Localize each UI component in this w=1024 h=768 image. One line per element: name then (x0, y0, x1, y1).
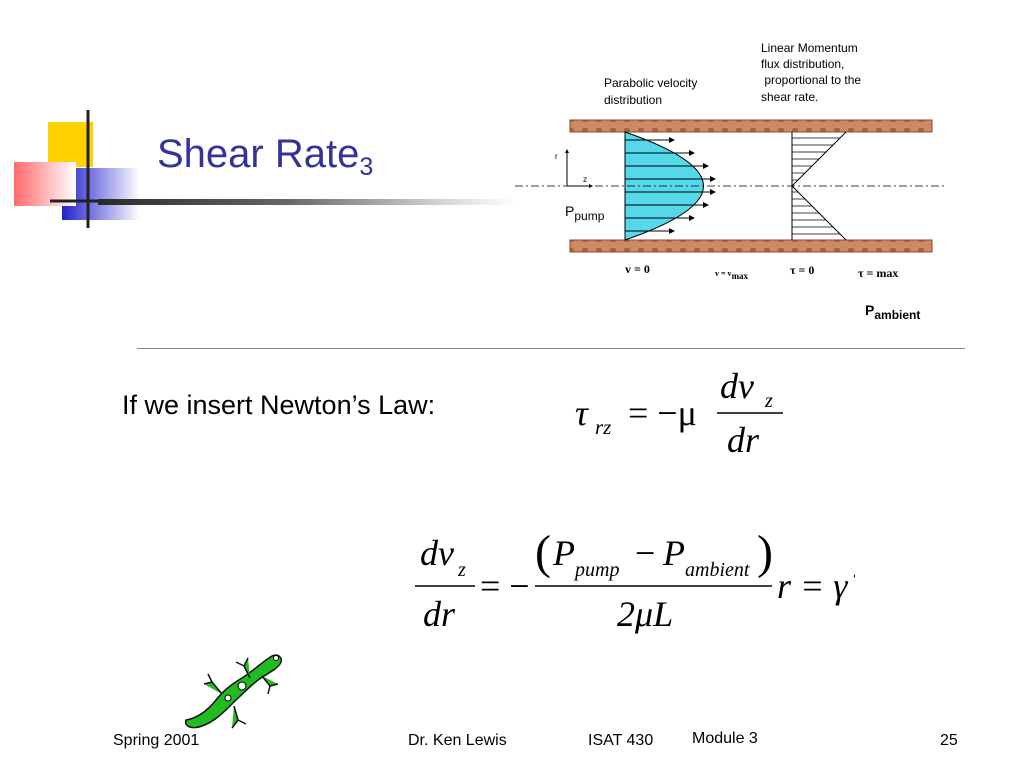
eq1-tau-sub: rz (595, 415, 611, 439)
flux-lines (792, 137, 840, 235)
p-pump-label: Ppump (565, 203, 605, 223)
gecko-spot-1 (237, 681, 247, 691)
eq2-open-paren: ( (535, 526, 551, 579)
logo-yellow-square (48, 122, 93, 167)
v-max-label: v = vmax (715, 269, 749, 281)
gecko-eye (273, 655, 279, 661)
gecko-spot-2 (224, 694, 232, 702)
eq2-close-paren: ) (757, 526, 773, 579)
section-divider (137, 348, 965, 349)
eq2-p-ambient-sub: ambient (685, 559, 750, 581)
eq1-denominator: dr (727, 420, 760, 460)
v-zero-label: v = 0 (625, 262, 650, 276)
eq2-tail: r = γ̇ (777, 566, 855, 606)
slide-title-subscript: 3 (359, 153, 374, 181)
label-momentum-2: flux distribution, (761, 57, 844, 71)
gecko-icon (185, 654, 283, 729)
footer-author: Dr. Ken Lewis (408, 732, 507, 749)
title-logo (14, 110, 140, 228)
label-momentum-4: shear rate. (761, 90, 818, 104)
label-momentum-3: proportional to the (761, 73, 861, 87)
eq2-p-pump-sub: pump (573, 559, 619, 581)
newton-law-equation: τ rz = −μ dv z dr (575, 366, 783, 460)
title-underline (98, 199, 518, 205)
eq2-denominator-2: 2μL (617, 594, 673, 634)
eq2-numerator-sub: z (457, 559, 466, 581)
body-text: If we insert Newton’s Law: (122, 390, 436, 420)
label-parabolic-1: Parabolic velocity (604, 76, 697, 90)
eq2-p-ambient: P (662, 533, 685, 573)
tau-max-label: τ = max (858, 266, 898, 280)
eq2-numerator: dv (420, 533, 454, 573)
logo-red-square (14, 162, 76, 206)
flux-profile (791, 131, 847, 241)
eq2-equals-minus: = − (480, 566, 530, 606)
footer-course: ISAT 430 (588, 732, 654, 749)
tau-zero-label: τ = 0 (790, 263, 814, 277)
footer-page-number: 25 (940, 732, 958, 749)
pipe-top-wall (569, 119, 933, 133)
eq1-tau: τ (575, 393, 589, 433)
label-parabolic-2: distribution (604, 93, 662, 107)
shear-rate-equation: dv z dr = − ( P pump − P ambient ) 2μL r… (415, 526, 855, 634)
pipe-flow-diagram: Parabolic velocity distribution Linear M… (515, 41, 945, 322)
label-momentum-1: Linear Momentum (761, 41, 858, 55)
eq2-denominator: dr (423, 594, 456, 634)
eq2-minus: − (635, 533, 655, 573)
eq1-numerator-sub: z (764, 390, 773, 412)
footer-module: Module 3 (692, 730, 758, 747)
eq2-p-pump: P (552, 533, 575, 573)
eq1-rhs: = −μ (628, 393, 697, 433)
p-ambient-label: Pambient (865, 302, 920, 322)
eq1-numerator: dv (720, 366, 754, 406)
slide-title: Shear Rate3 (157, 132, 374, 181)
velocity-arrows (625, 137, 716, 234)
pipe-bottom-wall (569, 239, 933, 253)
r-axis-label: r (555, 152, 558, 161)
footer-term: Spring 2001 (113, 732, 200, 749)
z-axis-label: z (583, 175, 587, 184)
